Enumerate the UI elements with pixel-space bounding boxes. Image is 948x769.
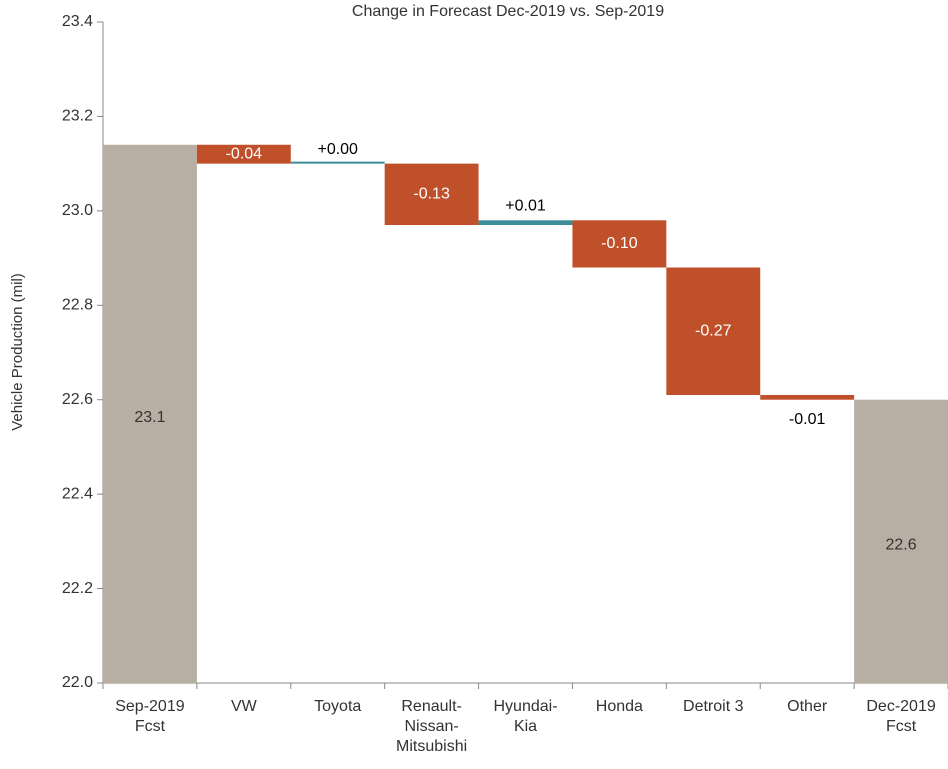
x-tick-label: Honda: [596, 698, 643, 715]
x-tick-label: Other: [787, 698, 828, 715]
value-label: -0.04: [226, 145, 263, 162]
y-tick-label: 23.4: [62, 13, 93, 30]
decrease-bar: [760, 394, 855, 400]
y-tick-label: 22.8: [62, 297, 93, 314]
decrease-bar: [572, 220, 667, 268]
y-tick-label: 22.2: [62, 580, 93, 597]
increase-bar: [478, 220, 573, 226]
y-tick-label: 23.2: [62, 108, 93, 125]
x-tick-label: Dec-2019 Fcst: [866, 698, 935, 735]
y-tick-label: 22.4: [62, 485, 93, 502]
value-label: 23.1: [134, 409, 165, 426]
y-tick-label: 22.6: [62, 391, 93, 408]
chart-title: Change in Forecast Dec-2019 vs. Sep-2019: [352, 3, 664, 20]
value-label: -0.10: [601, 235, 638, 252]
x-tick-label: Renault-Nissan-Mitsubishi: [396, 698, 467, 755]
y-axis-label: Vehicle Production (mil): [9, 273, 26, 431]
y-tick-label: 22.0: [62, 674, 93, 691]
decrease-bar: [666, 267, 761, 395]
value-label: +0.01: [505, 198, 546, 215]
x-tick-label: Sep-2019 Fcst: [115, 698, 184, 735]
value-label: -0.01: [789, 411, 826, 428]
value-label: -0.27: [695, 322, 732, 339]
increase-bar: [290, 161, 385, 164]
decrease-bar: [384, 163, 479, 226]
x-tick-label: VW: [231, 698, 258, 715]
total-bar: [103, 144, 197, 683]
x-tick-label: Detroit 3: [683, 698, 744, 715]
total-bar: [854, 399, 948, 683]
value-label: -0.13: [413, 186, 450, 203]
value-label: 22.6: [885, 537, 916, 554]
value-label: +0.00: [317, 141, 358, 158]
decrease-bar: [196, 144, 291, 164]
x-tick-label: Hyundai-Kia: [493, 698, 557, 735]
x-tick-label: Toyota: [314, 698, 361, 715]
y-tick-label: 23.0: [62, 202, 93, 219]
